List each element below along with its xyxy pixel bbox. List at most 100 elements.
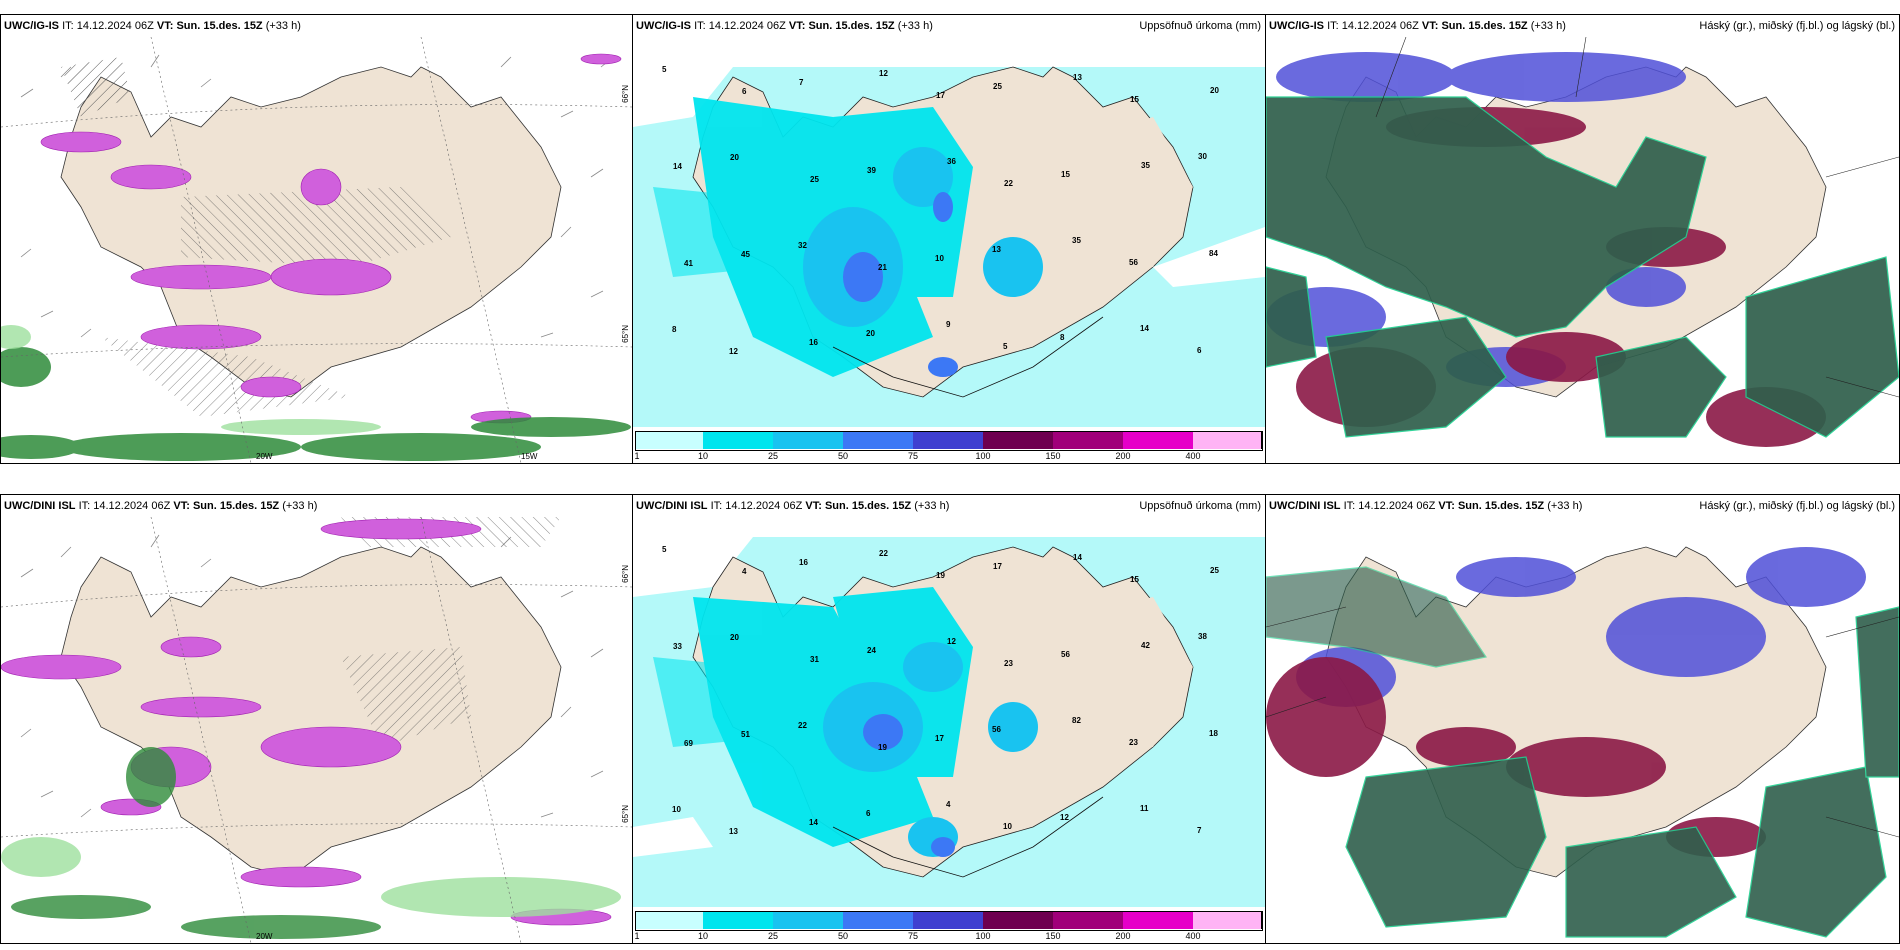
precip-value-label: 31 [810,655,819,664]
precip-value-label: 23 [1004,659,1013,668]
colorbar-label: 25 [767,451,779,461]
model-name: UWC/IG-IS [636,20,691,32]
colorbar-label: 75 [907,451,919,461]
colorbar-segment [913,431,984,449]
precip-value-label: 11 [1140,804,1149,813]
precip-value-label: 13 [992,245,1001,254]
precip-value-label: 25 [810,175,819,184]
colorbar-label: 10 [697,931,709,941]
precip-value-label: 51 [741,730,750,739]
map-wind-snow[interactable] [1,517,632,943]
precip-value-label: 5 [1003,342,1008,351]
precip-value-label: 20 [730,153,739,162]
it-value: 14.12.2024 06Z [725,500,803,512]
precip-value-label: 6 [1197,346,1202,355]
vt-label: VT: [1421,20,1439,32]
map-precip[interactable] [633,517,1265,907]
precip-value-label: 5 [662,65,667,74]
longitude-label: 20W [256,452,273,461]
precip-value-label: 13 [729,827,738,836]
latitude-label: 66°N [621,565,630,583]
vt-value: Sun. 15.des. 15Z [824,500,912,512]
colorbar-segment [703,911,774,929]
precip-value-label: 14 [1140,324,1149,333]
model-name: UWC/DINI ISL [4,500,76,512]
precip-value-label: 14 [673,162,682,171]
colorbar-label: 75 [907,931,919,941]
map-cloud[interactable] [1266,37,1899,463]
precip-value-label: 4 [946,800,951,809]
precip-value-label: 15 [1130,575,1139,584]
precip-value-label: 8 [672,325,677,334]
colorbar-label: 150 [1045,931,1061,941]
precip-value-label: 14 [1073,553,1082,562]
vt-label: VT: [1438,500,1455,512]
colorbar-segment [983,431,1054,449]
map-precip[interactable] [633,37,1265,427]
precip-value-label: 19 [936,571,945,580]
vt-value: Sun. 15.des. 15Z [808,20,895,32]
colorbar-label: 200 [1115,451,1131,461]
precip-value-label: 22 [1004,179,1013,188]
precip-value-label: 9 [946,320,951,329]
colorbar-label: 50 [837,451,849,461]
precip-value-label: 25 [993,82,1002,91]
precip-value-label: 4 [742,567,747,576]
vt-value: Sun. 15.des. 15Z [1441,20,1528,32]
precip-value-label: 42 [1141,641,1150,650]
precip-value-label: 23 [1129,738,1138,747]
latitude-label: 65°N [621,325,630,343]
it-value: 14.12.2024 06Z [1358,500,1436,512]
panel-header: UWC/IG-IS IT: 14.12.2024 06Z VT: Sun. 15… [1,15,632,37]
precip-value-label: 15 [1061,170,1070,179]
vt-label: VT: [788,20,806,32]
colorbar-label: 1 [634,451,640,461]
precip-value-label: 69 [684,739,693,748]
lead-time: (+33 h) [265,20,301,32]
precip-value-label: 36 [947,157,956,166]
precip-value-label: 20 [730,633,739,642]
map-wind-snow[interactable] [1,37,632,463]
map-cloud[interactable] [1266,517,1899,943]
it-label: IT: [694,20,706,32]
precip-value-label: 32 [798,241,807,250]
precip-value-label: 12 [1060,813,1069,822]
vt-label: VT: [173,500,190,512]
precip-value-label: 20 [1210,86,1219,95]
precip-value-label: 12 [729,347,738,356]
precip-value-label: 12 [947,637,956,646]
latitude-label: 65°N [621,805,630,823]
precip-value-label: 17 [936,91,945,100]
precip-value-label: 33 [673,642,682,651]
model-name: UWC/IG-IS [4,20,59,32]
lead-time: (+33 h) [897,20,933,32]
colorbar-segment [703,431,774,449]
colorbar-label: 200 [1115,931,1131,941]
panel-wind-top: UWC/IG-IS IT: 14.12.2024 06Z VT: Sun. 15… [0,14,633,464]
colorbar-segment [773,911,844,929]
colorbar-label: 400 [1185,451,1201,461]
precip-value-label: 10 [1003,822,1012,831]
precip-value-label: 24 [867,646,876,655]
precip-value-label: 56 [1129,258,1138,267]
it-value: 14.12.2024 06Z [1341,20,1419,32]
colorbar-label: 400 [1185,931,1201,941]
it-value: 14.12.2024 06Z [93,500,171,512]
model-name: UWC/DINI ISL [636,500,708,512]
precip-value-label: 6 [866,809,871,818]
colorbar-segment [1193,911,1262,929]
it-value: 14.12.2024 06Z [708,20,786,32]
precip-value-label: 10 [935,254,944,263]
precip-value-label: 38 [1198,632,1207,641]
colorbar-segment [1053,431,1124,449]
precip-value-label: 30 [1198,152,1207,161]
it-label: IT: [710,500,723,512]
precip-title: Uppsöfnuð úrkoma (mm) [1139,500,1261,512]
precip-value-label: 17 [993,562,1002,571]
it-label: IT: [78,500,91,512]
precip-value-label: 19 [878,743,887,752]
precip-value-label: 18 [1209,729,1218,738]
vt-label: VT: [805,500,822,512]
colorbar-segment [843,431,914,449]
precip-value-label: 25 [1210,566,1219,575]
